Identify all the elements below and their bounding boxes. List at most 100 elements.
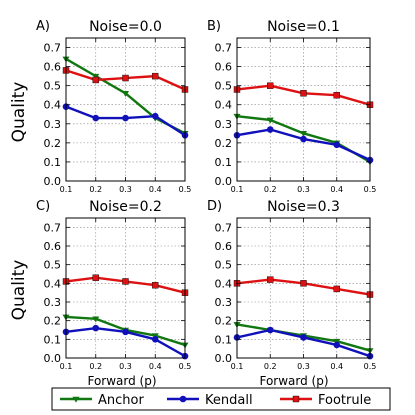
y-tick-label: 0.5: [44, 80, 62, 93]
x-tick-label: 0.1: [60, 362, 73, 371]
y-tick-label: 0.5: [215, 259, 233, 272]
x-tick-label: 0.4: [149, 185, 162, 194]
x-tick-label: 0.3: [119, 362, 132, 371]
panel-label: D): [207, 199, 222, 214]
panel-2: 0.00.10.20.30.40.50.60.70.1 0.2 0.3 0.4 0.5B…: [207, 19, 376, 194]
x-tick-label: 0.1: [231, 185, 244, 194]
data-point-anchor-2: [299, 131, 308, 137]
x-tick-label: 0.4: [149, 362, 162, 371]
y-tick-label: 0.6: [44, 61, 62, 74]
x-tick-label: 0.1: [231, 362, 244, 371]
x-tick-label: 0.3: [297, 362, 310, 371]
x-tick-label: 0.2: [89, 362, 102, 371]
y-tick-label: 0.0: [215, 352, 233, 365]
y-tick-label: 0.2: [215, 315, 233, 328]
panel-1: 0.00.10.20.30.40.50.60.70.1 0.2 0.3 0.4 0.5A…: [36, 19, 191, 194]
data-point-anchor-2: [121, 90, 130, 97]
data-point-kendall-1: [266, 126, 274, 133]
x-tick-label: 0.5: [179, 185, 192, 194]
data-point-footrule-legend: [292, 395, 300, 403]
y-tick-label: 0.7: [44, 221, 62, 234]
y-axis-label-top: Quality: [9, 82, 29, 143]
y-tick-label: 0.7: [215, 42, 233, 55]
x-tick-label: 0.4: [330, 362, 343, 371]
data-point-kendall-3: [151, 336, 159, 343]
data-point-kendall-legend: [179, 395, 187, 403]
y-tick-label: 0.6: [215, 240, 233, 253]
y-tick-label: 0.1: [44, 333, 62, 346]
y-tick-label: 0.4: [215, 99, 233, 112]
y-tick-label: 0.7: [44, 42, 62, 55]
panel-label: C): [36, 199, 50, 214]
x-tick-label: 0.5: [364, 362, 377, 371]
x-tick-label: 0.1: [60, 185, 73, 194]
y-tick-label: 0.3: [215, 296, 233, 309]
panel-title: Noise=0.0: [89, 19, 162, 35]
panels: 0.00.10.20.30.40.50.60.70.1 0.2 0.3 0.4 0.5A…: [36, 19, 376, 371]
y-tick-label: 0.6: [44, 240, 62, 253]
y-tick-label: 0.2: [44, 137, 62, 150]
panel-title: Noise=0.1: [267, 19, 340, 35]
y-tick-label: 0.3: [44, 118, 62, 131]
data-point-anchor-legend: [72, 396, 80, 403]
data-point-kendall-1: [92, 114, 100, 122]
y-tick-label: 0.2: [215, 137, 233, 150]
y-tick-label: 0.4: [215, 277, 233, 290]
data-point-kendall-3: [151, 112, 159, 120]
data-point-kendall-3: [333, 341, 341, 349]
data-point-footrule-2: [122, 74, 129, 82]
x-axis-label-left: Forward (p): [87, 374, 156, 388]
y-tick-label: 0.1: [44, 156, 62, 169]
legend: Anchor Kendall Footrule: [51, 387, 391, 411]
data-point-footrule-1: [92, 274, 99, 281]
panel-title: Noise=0.3: [267, 199, 340, 215]
y-axis-label-bottom: Quality: [9, 260, 29, 321]
y-tick-label: 0.5: [215, 80, 233, 93]
data-point-footrule-2: [122, 278, 129, 285]
data-point-anchor-1: [92, 316, 100, 323]
panel-label: A): [36, 19, 50, 34]
data-point-footrule-2: [300, 90, 307, 97]
y-tick-label: 0.2: [44, 315, 62, 328]
data-point-kendall-1: [92, 324, 100, 332]
data-point-footrule-1: [92, 76, 99, 84]
y-tick-label: 0.3: [215, 118, 233, 131]
x-tick-label: 0.2: [89, 185, 102, 194]
y-tick-label: 0.1: [215, 333, 233, 346]
data-point-kendall-2: [122, 328, 129, 336]
data-point-footrule-1: [267, 276, 274, 283]
data-point-kendall-2: [122, 114, 129, 122]
data-point-footrule-3: [152, 72, 159, 80]
panel-title: Noise=0.2: [89, 199, 162, 215]
data-point-footrule-3: [152, 282, 159, 289]
y-tick-label: 0.5: [44, 259, 62, 272]
data-point-kendall-2: [300, 135, 307, 143]
panel-4: 0.00.10.20.30.40.50.60.70.1 0.2 0.3 0.4 0.5D…: [207, 199, 376, 371]
data-point-footrule-3: [333, 285, 340, 293]
y-tick-label: 0.0: [215, 175, 233, 188]
y-tick-label: 0.3: [44, 296, 62, 309]
x-tick-label: 0.5: [179, 362, 192, 371]
panel-label: B): [207, 19, 221, 34]
y-tick-label: 0.6: [215, 61, 233, 74]
x-tick-label: 0.3: [119, 185, 132, 194]
data-point-kendall-3: [333, 141, 341, 149]
x-tick-label: 0.3: [297, 185, 310, 194]
x-tick-label: 0.5: [364, 185, 377, 194]
data-point-anchor-1: [266, 117, 274, 124]
y-tick-label: 0.0: [44, 352, 62, 365]
data-point-kendall-2: [300, 334, 307, 341]
legend-label-kendall: Kendall: [205, 393, 253, 408]
data-point-anchor-1: [92, 73, 100, 80]
data-point-footrule-1: [267, 82, 274, 89]
data-point-footrule-2: [300, 280, 307, 287]
legend-box: [51, 387, 391, 411]
x-tick-label: 0.2: [264, 185, 277, 194]
data-point-kendall-1: [266, 326, 274, 334]
x-tick-label: 0.2: [264, 362, 277, 371]
legend-label-footrule: Footrule: [318, 393, 371, 408]
x-tick-label: 0.4: [330, 185, 343, 194]
x-axis-label-right: Forward (p): [259, 374, 328, 388]
legend-label-anchor: Anchor: [98, 393, 144, 408]
y-tick-label: 0.4: [44, 277, 62, 290]
